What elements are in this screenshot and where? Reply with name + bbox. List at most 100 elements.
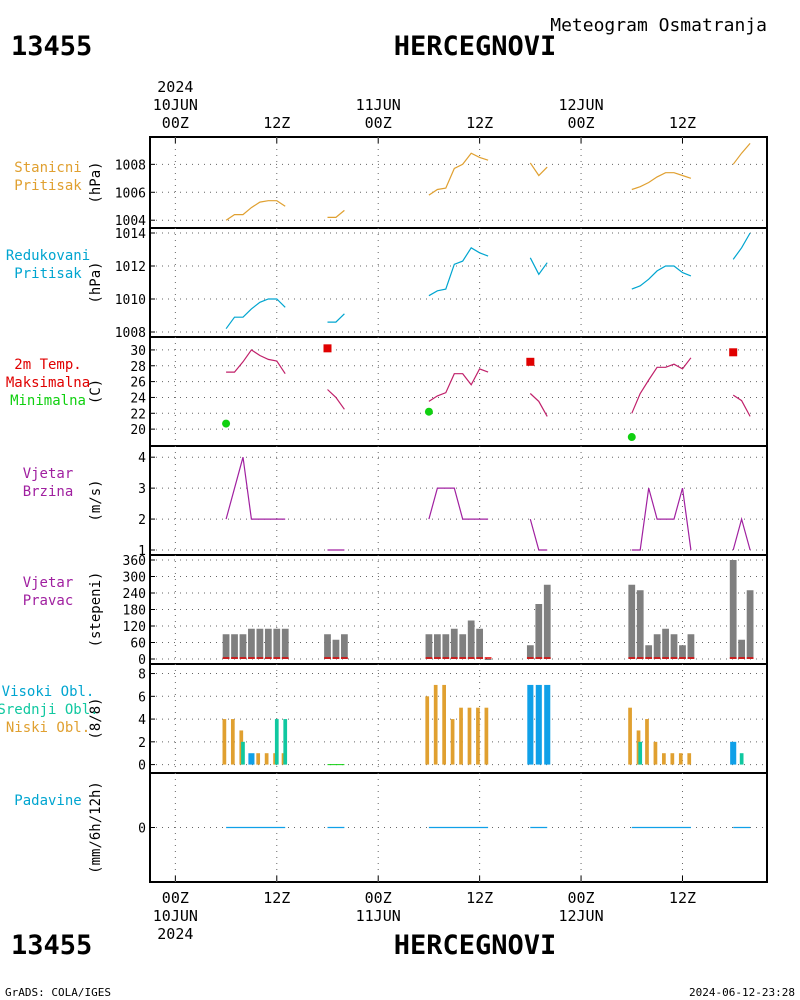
panel-label: 2m Temp.	[14, 357, 81, 373]
series-line	[529, 518, 548, 551]
direction-bar	[332, 639, 340, 659]
y-tick-label: 2	[138, 513, 146, 528]
station-id-bottom: 13455	[11, 930, 92, 961]
footer-timestamp: 2024-06-12-23:28	[689, 986, 795, 999]
plot-area	[225, 232, 751, 330]
cloud-bar	[730, 741, 737, 765]
direction-bar	[628, 584, 636, 659]
direction-bar	[679, 645, 686, 659]
unit-label: (stepeni)	[88, 572, 104, 648]
series-line	[631, 487, 692, 551]
cloud-bar	[687, 753, 692, 765]
plot-area	[222, 344, 751, 442]
y-tick-label: 1014	[115, 227, 146, 242]
top-date-label: 11JUN	[356, 96, 401, 114]
min-temp-marker	[424, 407, 433, 416]
series-line	[428, 152, 489, 196]
series-line	[327, 389, 345, 410]
top-hour-label: 00Z	[365, 114, 392, 132]
panel-redukovani: 1008 1010 1012 1014 (hPa)Redukovani Pritisak	[6, 227, 768, 341]
panel-label: Redukovani	[6, 248, 90, 264]
series-line	[631, 265, 692, 290]
series-line	[732, 143, 751, 165]
panel-label: Pritisak	[14, 266, 82, 282]
direction-bar	[535, 604, 543, 659]
cloud-bar	[433, 684, 438, 765]
bottom-hour-label: 00Z	[568, 889, 595, 907]
bottom-hour-label: 00Z	[162, 889, 189, 907]
y-tick-label: 4	[138, 451, 146, 466]
series-line	[529, 393, 548, 417]
panel-label: Niski Obl.	[6, 720, 90, 736]
series-line	[732, 232, 751, 260]
direction-bar	[425, 634, 433, 659]
min-temp-marker	[627, 433, 636, 442]
panel-label: Pravac	[23, 593, 74, 609]
top-hour-label: 12Z	[669, 114, 696, 132]
chart-subtitle: Meteogram Osmatranja	[550, 15, 767, 36]
direction-bar	[459, 634, 467, 659]
series-line	[732, 394, 751, 417]
y-tick-label: 30	[130, 344, 146, 359]
series-line	[225, 298, 286, 330]
direction-bar	[645, 645, 653, 659]
cloud-bar	[248, 753, 255, 765]
y-tick-label: 3	[138, 482, 146, 497]
plot-area	[222, 560, 754, 660]
direction-bar	[729, 560, 737, 659]
cloud-bar	[628, 707, 632, 765]
cloud-bar	[442, 684, 446, 765]
cloud-bar	[450, 719, 455, 765]
direction-bar	[231, 634, 238, 659]
time-axis-labels: 00Z10JUN202400Z10JUN202412Z12Z00Z11JUN00…	[153, 78, 696, 943]
y-tick-label: 60	[130, 637, 146, 652]
cloud-bar	[241, 741, 245, 765]
station-name-top: HERCEGNOVI	[394, 31, 557, 62]
min-temp-marker	[222, 419, 231, 428]
panel-frame	[149, 336, 768, 447]
direction-bar	[433, 634, 441, 659]
direction-bar	[239, 634, 247, 659]
series-line	[226, 349, 286, 375]
unit-label: (hPa)	[88, 261, 104, 303]
panel-label: Brzina	[23, 484, 74, 500]
plot-area	[225, 457, 751, 551]
direction-bar	[324, 634, 331, 659]
cloud-bar	[230, 719, 235, 765]
y-tick-label: 180	[123, 604, 146, 619]
series-line	[428, 246, 489, 297]
panel-padavine: 0 (mm/6h/12h) Padavine	[14, 772, 768, 883]
series-line	[327, 313, 345, 323]
top-year-label: 2024	[157, 78, 193, 96]
top-date-label: 10JUN	[153, 96, 198, 114]
series-line	[225, 200, 286, 221]
y-tick-label: 1012	[115, 260, 146, 275]
direction-bar	[256, 628, 264, 659]
unit-label: (mm/6h/12h)	[88, 781, 104, 874]
panel-label: Maksimalna	[6, 375, 90, 391]
unit-label: (hPa)	[88, 161, 104, 203]
panel-stanicni: 1004 1006 1008 (hPa) Stanicni Pritisak	[14, 136, 768, 229]
top-hour-label: 12Z	[263, 114, 290, 132]
direction-bar	[467, 620, 475, 659]
direction-bar	[653, 634, 661, 659]
top-hour-label: 12Z	[466, 114, 493, 132]
panel-vjetar_brzina: 1 2 3 4 (m/s) Vjetar Brzina	[23, 445, 768, 559]
top-date-label: 12JUN	[558, 96, 603, 114]
top-hour-label: 00Z	[162, 114, 189, 132]
direction-bar	[450, 628, 458, 659]
cloud-bar	[544, 684, 551, 765]
panel-label: Padavine	[14, 793, 81, 809]
panel-label: Vjetar	[23, 466, 74, 482]
direction-bar	[543, 584, 551, 659]
series-line	[631, 172, 692, 191]
cloud-bar	[222, 719, 227, 765]
direction-bar	[746, 590, 754, 659]
panels: 100410061008(hPa)StanicniPritisak1008101…	[0, 136, 768, 883]
station-name-bottom: HERCEGNOVI	[394, 930, 557, 961]
y-tick-label: 1004	[115, 214, 146, 229]
unit-label: (m/s)	[88, 479, 104, 521]
